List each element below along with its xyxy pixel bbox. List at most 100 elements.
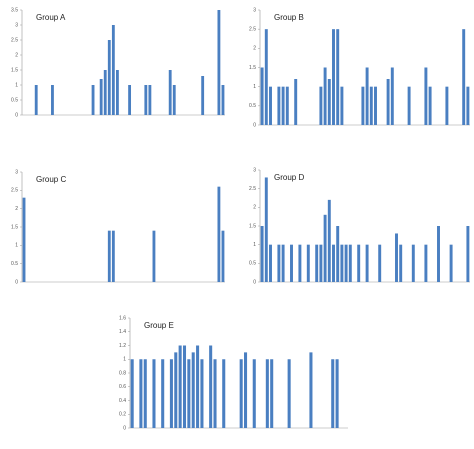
bar [281,244,285,282]
bar [348,244,352,282]
bar [182,345,187,428]
bar [107,40,111,115]
bar [269,86,272,125]
bar [335,359,339,428]
bar [264,29,268,126]
bar [386,79,390,125]
bar [239,359,243,428]
bar [270,359,274,428]
bar [327,79,331,125]
y-tick-label: 1 [253,84,256,90]
y-tick-label: 0 [253,122,256,128]
bar [169,359,173,428]
bar [374,86,377,125]
chart-title: Group A [36,13,66,22]
y-tick-label: 3 [15,22,18,28]
bar [51,85,54,115]
bar [168,70,172,115]
bar [91,85,95,115]
chart-title: Group C [36,175,66,184]
bar [221,85,225,115]
bar [99,79,103,115]
bar [148,85,152,115]
y-tick-label: 1 [15,243,18,249]
y-tick-label: 2 [253,205,256,211]
y-tick-label: 0.5 [249,261,256,267]
y-tick-label: 0 [15,279,18,285]
bar [201,76,205,115]
bar [361,86,365,125]
bar [217,10,221,115]
bar [411,244,415,282]
y-tick-label: 1.5 [11,224,18,230]
bar [319,244,323,282]
bar [323,214,327,282]
y-tick-label: 1.2 [119,343,126,349]
bar [327,199,331,282]
y-tick-label: 1.5 [249,223,256,229]
y-tick-label: 0.5 [249,103,256,109]
bar [161,359,165,428]
bar [378,244,382,282]
bar [365,67,369,125]
bar [298,244,302,282]
bar [309,352,313,428]
bar [424,244,428,282]
y-tick-label: 1.6 [119,315,126,321]
y-tick-label: 1.5 [249,65,256,71]
y-tick-label: 3 [253,167,256,173]
chart-title: Group B [274,13,304,22]
bar [107,230,111,282]
bar [115,70,119,115]
bar [281,86,285,125]
bar [221,230,225,282]
bar [174,352,178,428]
bar [315,244,319,282]
y-tick-label: 0 [15,112,18,118]
bar [449,244,453,282]
bar [34,85,38,115]
bar [336,226,340,282]
bar [144,85,148,115]
bar [445,86,449,125]
bar [269,244,272,282]
y-tick-label: 3 [253,7,256,13]
bar [187,359,191,428]
bar [265,359,269,428]
bar [437,226,440,282]
bar [139,359,143,428]
bar [172,85,176,115]
bar [152,230,156,282]
bar [22,197,26,282]
bar [369,86,373,125]
y-tick-label: 0.5 [11,97,18,103]
bar [143,359,147,428]
bar [217,186,221,282]
y-tick-label: 0.2 [119,412,126,418]
y-tick-label: 2.5 [11,37,18,43]
bar [466,226,470,282]
bar [209,345,213,428]
y-tick-label: 2 [253,46,256,52]
bar [466,86,470,125]
bar [332,29,335,126]
y-tick-label: 0.4 [119,398,126,404]
bar [306,244,310,282]
y-tick-label: 1.5 [11,67,18,73]
bar [424,67,428,125]
bar [340,244,344,282]
bar [213,359,217,428]
y-tick-label: 1 [15,82,18,88]
y-tick-label: 1 [253,242,256,248]
bar [323,67,327,125]
bar [111,25,115,115]
bar [340,86,344,125]
bar [277,244,281,282]
y-tick-label: 2.5 [249,186,256,192]
bar [252,359,256,428]
y-tick-label: 2.5 [11,188,18,194]
y-tick-label: 2 [15,206,18,212]
bar [196,345,200,428]
bar [200,359,204,428]
bar [152,359,156,428]
